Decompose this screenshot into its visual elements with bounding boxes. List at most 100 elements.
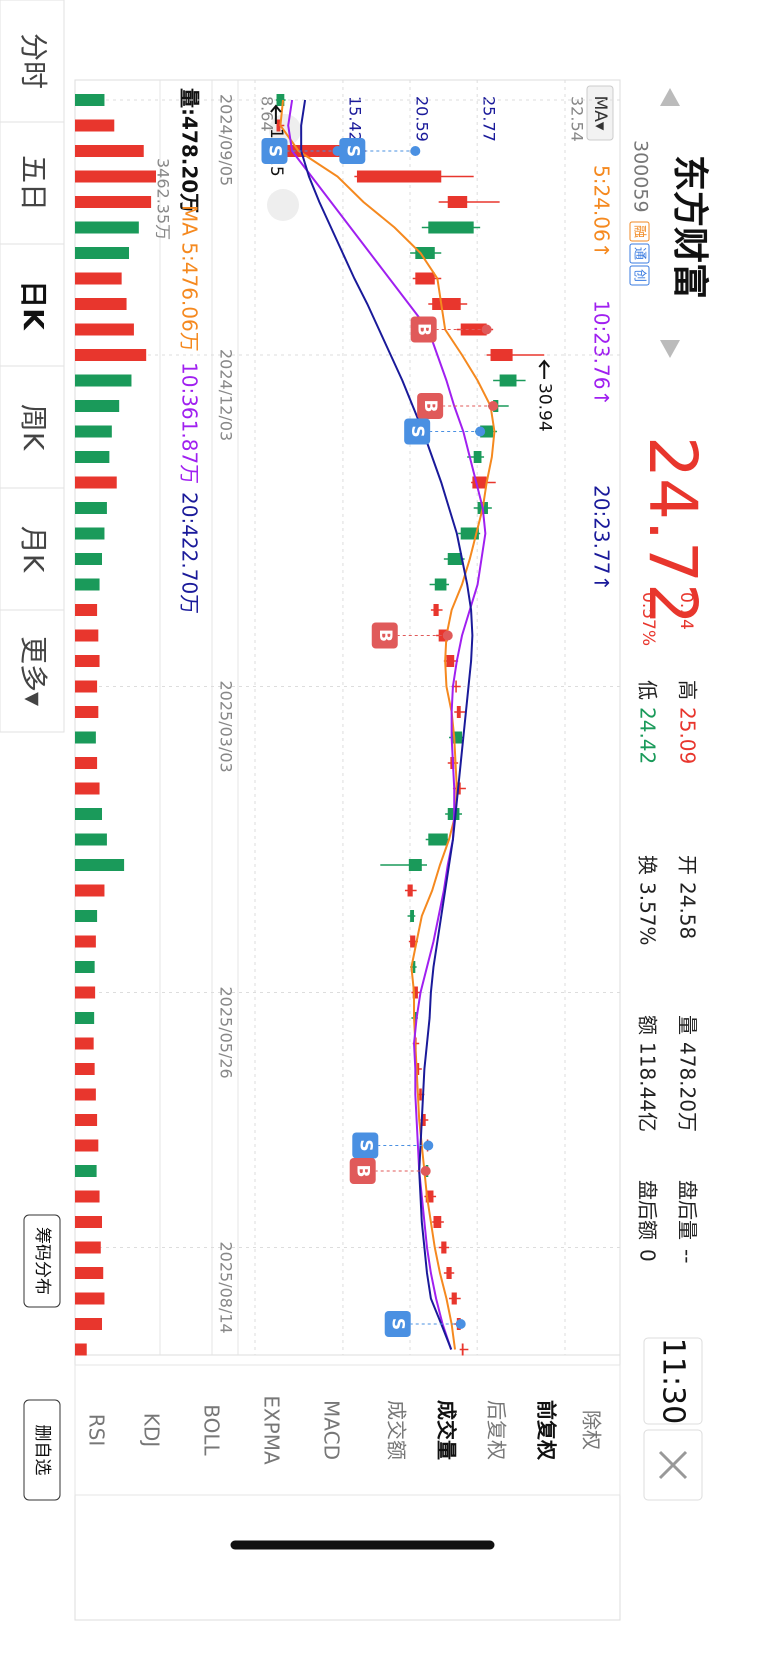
signal-badge[interactable] (410, 316, 437, 343)
next-stock[interactable] (660, 340, 680, 358)
candle-body (447, 196, 468, 208)
volume-bar (75, 604, 98, 616)
volume-bar (75, 1139, 99, 1152)
y-tick-label: 15.42 (345, 96, 364, 142)
volume-bar (75, 476, 117, 489)
panel-option[interactable]: 前复权 (535, 1400, 559, 1461)
chart-frame (74, 79, 621, 1621)
signal-label: S (342, 145, 362, 157)
panel-option[interactable]: MACD (320, 1400, 344, 1460)
volume-bar (75, 859, 125, 871)
prev-stock[interactable] (660, 88, 680, 106)
volume-bar (75, 1292, 105, 1305)
y-tick-label: 32.54 (568, 96, 587, 142)
candle-body (407, 884, 413, 897)
button-label: 删自选 (32, 1425, 52, 1476)
signal-label: B (375, 629, 395, 642)
tab-label: 周K (17, 404, 50, 451)
time: 11:30 (656, 1338, 691, 1424)
panel-option[interactable]: 后复权 (485, 1400, 509, 1460)
panel-option[interactable]: EXPMA (260, 1395, 284, 1465)
candle-body (441, 1241, 447, 1254)
candle-body (460, 527, 479, 540)
panel-option[interactable]: RSI (85, 1414, 109, 1447)
button[interactable] (23, 1214, 61, 1308)
extreme-arrow-head (538, 359, 551, 368)
tab[interactable] (0, 609, 65, 733)
volume-bar (74, 935, 96, 948)
signal-badge[interactable] (349, 1158, 376, 1184)
stat-value: 24.42 (636, 707, 660, 764)
candle-body (276, 119, 281, 132)
stat-label: 开 (676, 855, 700, 875)
candle-body (473, 451, 482, 463)
volume-legend-item: 量:478.20万 (178, 88, 202, 213)
y-tick-label: 20.59 (413, 96, 432, 142)
signal-badge[interactable] (384, 1311, 411, 1337)
ma-button[interactable] (586, 85, 614, 141)
volume-bar (74, 833, 107, 846)
stat-value: 118.44亿 (636, 1042, 660, 1132)
signal-label: B (353, 1165, 373, 1178)
panel-option[interactable]: 成交额 (385, 1400, 409, 1460)
ma-line (300, 99, 474, 1350)
signal-badge[interactable] (352, 1132, 379, 1159)
volume-bar (75, 629, 99, 642)
signal-label: S (407, 425, 427, 437)
signal-badge[interactable] (404, 418, 431, 445)
time-box (643, 1337, 703, 1425)
candle-body (410, 910, 415, 922)
legend-item: 10:23.76↑ (590, 300, 614, 406)
volume-bar (75, 374, 132, 387)
volume-legend-item: MA 5:476.06万 (178, 205, 202, 352)
candle-body (408, 859, 422, 871)
panel-option[interactable]: KDJ (140, 1413, 164, 1447)
change-pct: 0.57% (638, 592, 658, 646)
volume-bar (75, 706, 99, 718)
stock-name: 东方财富 (669, 155, 711, 299)
button-label: 筹码分布 (32, 1227, 52, 1295)
candle-body (490, 349, 513, 361)
badge (629, 243, 650, 264)
button[interactable] (23, 1399, 61, 1501)
volume-legend-item: 10:361.87万 (178, 362, 202, 484)
stat-label: 盘后量 (676, 1180, 700, 1240)
volume-bar (74, 502, 107, 514)
panel-option[interactable]: 除权 (580, 1410, 604, 1450)
signal-badge[interactable] (417, 393, 444, 419)
stat-label: 盘后额 (636, 1180, 660, 1240)
volume-bar (74, 298, 127, 310)
panel-frame (74, 1364, 621, 1496)
volume-bar (74, 1088, 96, 1101)
volume-tick-label: 3462.35万 (154, 158, 173, 240)
badge (629, 265, 650, 286)
volume-legend-item: 20:422.70万 (178, 492, 202, 614)
candle-body (456, 706, 461, 718)
volume-bar (75, 1114, 98, 1126)
panel-option[interactable]: 成交量 (435, 1400, 459, 1460)
candle-body (428, 833, 448, 846)
change: 0.14 (676, 592, 696, 630)
panel-option[interactable]: BOLL (200, 1404, 224, 1456)
candle-body (415, 247, 435, 259)
stat-label: 低 (636, 680, 660, 700)
volume-bar (74, 323, 134, 336)
signal-dot (455, 1319, 466, 1329)
zoom-button[interactable] (267, 189, 299, 221)
signal-dot (475, 426, 486, 437)
signal-badge[interactable] (339, 138, 366, 164)
candle-body (356, 170, 442, 183)
candle-body (410, 935, 416, 948)
x-tick-label: 2024/09/05 (217, 94, 236, 186)
stat-label: 换 (636, 855, 660, 875)
signal-badge[interactable] (371, 622, 398, 649)
volume-bar (75, 910, 98, 922)
candle-body (461, 1343, 464, 1356)
signal-badge[interactable] (261, 138, 288, 164)
stat-label: 高 (676, 680, 700, 700)
extreme-label: 30.94 (534, 383, 554, 432)
candle-body (447, 553, 463, 565)
signal-dot (423, 1140, 434, 1151)
